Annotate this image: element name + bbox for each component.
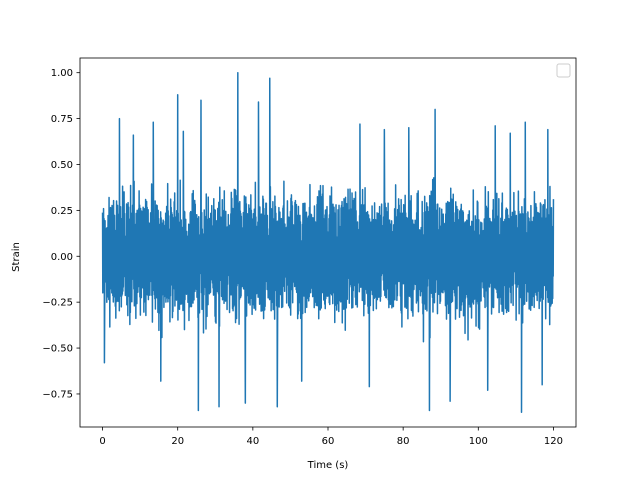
tick-marks (76, 72, 554, 431)
y-tick-label: −0.50 (42, 344, 73, 355)
labels: Time (s) Strain 0 20 40 60 80 100 120 −0.75 −0.5… (11, 68, 563, 471)
y-tick-label: 0.50 (51, 160, 73, 171)
x-tick-label: 0 (99, 436, 105, 447)
plot-area (101, 71, 555, 414)
x-tick-label: 80 (397, 436, 410, 447)
x-tick-label: 20 (171, 436, 184, 447)
y-tick-label: 0.75 (51, 114, 73, 125)
x-tick-label: 100 (469, 436, 488, 447)
y-axis-label: Strain (11, 242, 22, 272)
y-tick-label: −0.25 (42, 298, 73, 309)
legend (556, 63, 571, 78)
series-line (101, 71, 555, 414)
x-axis-label: Time (s) (307, 460, 349, 471)
x-tick-label: 120 (544, 436, 563, 447)
x-tick-label: 40 (246, 436, 259, 447)
y-tick-label: 0.25 (51, 206, 73, 217)
y-tick-label: 1.00 (51, 68, 73, 79)
y-tick-label: −0.75 (42, 389, 73, 400)
legend-box (556, 63, 571, 78)
x-tick-label: 60 (322, 436, 335, 447)
y-tick-label: 0.00 (51, 252, 73, 263)
